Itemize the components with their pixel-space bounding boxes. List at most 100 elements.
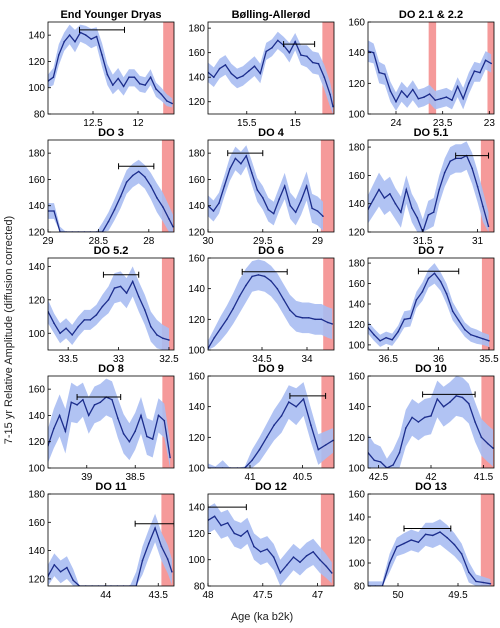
- panel-title: DO 8: [98, 363, 124, 375]
- data-point: [160, 545, 163, 548]
- data-point: [236, 77, 238, 80]
- panel: DO 3 120 140 160 180 29 28.5 28: [28, 127, 175, 247]
- data-point: [320, 318, 323, 321]
- data-point: [305, 555, 308, 557]
- x-tick-label: 12: [132, 118, 144, 129]
- data-point: [58, 414, 61, 417]
- plot-area: [208, 258, 334, 350]
- data-point: [372, 198, 375, 201]
- event-bar: [320, 140, 334, 232]
- data-point: [424, 533, 427, 536]
- data-point: [134, 430, 136, 433]
- data-point: [70, 401, 73, 404]
- uncertainty-band: [208, 503, 332, 586]
- data-point: [486, 442, 489, 445]
- data-point: [171, 102, 173, 105]
- axes-box: [207, 21, 335, 115]
- data-point: [395, 100, 397, 103]
- data-point: [439, 531, 441, 533]
- duration-whisker: [289, 392, 327, 399]
- data-point: [464, 328, 466, 331]
- data-point: [259, 551, 262, 553]
- data-point: [428, 93, 431, 95]
- data-point: [479, 71, 481, 74]
- axes-box: [47, 493, 175, 587]
- data-point: [295, 315, 298, 318]
- data-point: [266, 548, 269, 550]
- y-tick-label: 140: [188, 503, 205, 514]
- data-point: [373, 459, 376, 462]
- data-point: [219, 327, 222, 330]
- data-point: [63, 40, 65, 43]
- y-tick-label: 100: [348, 559, 365, 570]
- data-point: [168, 218, 170, 220]
- data-point: [76, 404, 78, 406]
- y-tick-label: 180: [28, 490, 45, 501]
- data-point: [480, 436, 483, 439]
- event-bar: [480, 494, 494, 586]
- event-bar: [162, 376, 174, 468]
- y-tick-label: 160: [348, 372, 365, 383]
- data-point: [283, 185, 286, 187]
- data-point: [389, 90, 392, 92]
- data-point: [213, 76, 215, 78]
- data-point: [311, 207, 313, 210]
- data-point: [388, 562, 391, 564]
- y-tick-label: 100: [188, 555, 205, 566]
- x-tick-label: 15.5: [237, 118, 257, 129]
- plot-area: [48, 140, 174, 232]
- data-point: [125, 181, 128, 183]
- data-point: [220, 524, 222, 527]
- series-line: [208, 397, 334, 468]
- uncertainty-band: [208, 382, 333, 468]
- panel: DO 7 100 120 140 160 180 36.5 36 35.5: [348, 245, 499, 365]
- data-point: [329, 93, 331, 96]
- y-tick-label: 160: [188, 372, 205, 383]
- data-point: [112, 84, 114, 86]
- data-point: [446, 536, 449, 539]
- y-tick-label: 160: [348, 18, 365, 29]
- data-point: [449, 160, 452, 162]
- data-point: [398, 451, 401, 454]
- y-tick-label: 120: [188, 433, 205, 444]
- data-point: [412, 88, 414, 91]
- data-point: [242, 75, 244, 77]
- plot-area: [48, 22, 174, 114]
- data-point: [169, 456, 171, 459]
- data-point: [95, 35, 98, 38]
- data-point: [125, 292, 128, 294]
- duration-whisker: [227, 150, 264, 157]
- data-point: [226, 522, 229, 524]
- data-point: [240, 162, 242, 165]
- data-point: [140, 414, 142, 417]
- data-point: [417, 541, 420, 544]
- panel-title: DO 5.2: [94, 245, 129, 257]
- data-point: [332, 105, 334, 108]
- y-tick-label: 120: [28, 228, 45, 239]
- data-point: [391, 339, 394, 341]
- data-point: [229, 168, 231, 170]
- plot-area: [208, 376, 334, 468]
- data-point: [403, 542, 405, 545]
- data-point: [280, 415, 283, 417]
- y-tick-label: 160: [28, 175, 45, 186]
- data-point: [212, 210, 215, 212]
- data-point: [101, 54, 103, 56]
- data-point: [72, 579, 74, 582]
- panel-title: DO 11: [95, 481, 126, 493]
- y-tick-label: 120: [28, 437, 45, 448]
- data-point: [156, 197, 158, 199]
- data-point: [457, 319, 460, 322]
- data-point: [453, 543, 456, 546]
- data-point: [83, 319, 86, 321]
- data-point: [160, 93, 163, 96]
- y-axis-label: 7-15 yr Relative Amplitude (diffusion co…: [3, 216, 15, 444]
- data-point: [423, 416, 426, 419]
- data-point: [246, 530, 249, 532]
- data-point: [449, 401, 451, 403]
- y-tick-label: 180: [348, 259, 365, 270]
- series-line: [48, 396, 171, 458]
- data-point: [288, 51, 291, 54]
- x-tick-label: 36: [433, 354, 445, 365]
